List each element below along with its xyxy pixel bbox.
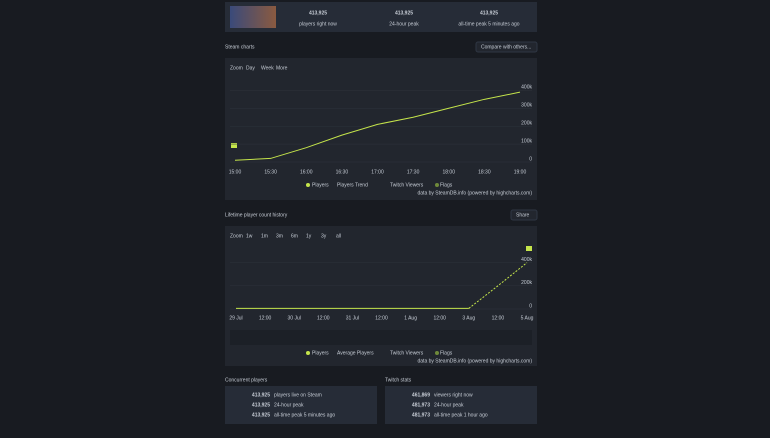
button[interactable]: Compare with others... bbox=[481, 44, 531, 50]
legend-item: Flags bbox=[440, 182, 453, 188]
zoom-option[interactable]: all bbox=[336, 233, 341, 239]
x-tick-label: 12:00 bbox=[317, 315, 330, 321]
stat-label: 24-hour peak bbox=[389, 21, 419, 27]
stat-value: 413,925 bbox=[252, 392, 270, 398]
legend-swatch bbox=[435, 351, 439, 355]
zoom-label: Zoom bbox=[230, 65, 243, 71]
x-tick-label: 16:00 bbox=[300, 169, 313, 175]
stat-value: 481,973 bbox=[412, 402, 430, 408]
zoom-option[interactable]: 6m bbox=[291, 233, 298, 239]
section-title: Steam charts bbox=[225, 44, 255, 50]
legend-item: Twitch Viewers bbox=[390, 350, 424, 356]
flag bbox=[526, 246, 532, 251]
stat-label: all-time peak 5 minutes ago bbox=[274, 412, 335, 418]
zoom-option[interactable]: More bbox=[276, 65, 288, 71]
game-image bbox=[230, 6, 276, 28]
stat-label: 24-hour peak bbox=[434, 402, 464, 408]
stats-panel bbox=[225, 386, 377, 424]
credit: data by SteamDB.info (powered by highcha… bbox=[418, 358, 533, 364]
y-tick-label: 200k bbox=[521, 280, 532, 286]
flag bbox=[231, 143, 237, 148]
credit: data by SteamDB.info (powered by highcha… bbox=[418, 190, 533, 196]
y-tick-label: 300k bbox=[521, 103, 532, 109]
zoom-option[interactable]: Week bbox=[261, 65, 274, 71]
stat-value: 413,925 bbox=[395, 10, 413, 16]
data-line bbox=[468, 262, 528, 309]
navigator bbox=[230, 330, 532, 345]
share-button[interactable] bbox=[510, 209, 538, 221]
compare-button[interactable] bbox=[475, 41, 538, 53]
y-tick-label: 400k bbox=[521, 257, 532, 263]
data-line bbox=[234, 91, 521, 161]
zoom-option[interactable]: 3m bbox=[276, 233, 283, 239]
legend-swatch bbox=[435, 183, 439, 187]
stat-label: players live on Steam bbox=[274, 392, 322, 398]
stat-value: 461,869 bbox=[412, 392, 430, 398]
y-tick-label: 0 bbox=[529, 156, 532, 162]
legend-item: Twitch Viewers bbox=[390, 182, 424, 188]
stat-value: 481,973 bbox=[412, 412, 430, 418]
x-tick-label: 30 Jul bbox=[288, 315, 301, 321]
x-tick-label: 17:00 bbox=[371, 169, 384, 175]
stat-value: 413,925 bbox=[309, 10, 327, 16]
x-tick-label: 3 Aug bbox=[462, 315, 475, 321]
zoom-label: Zoom bbox=[230, 233, 243, 239]
stats-panel bbox=[385, 386, 537, 424]
y-tick-label: 400k bbox=[521, 85, 532, 91]
header-bar bbox=[225, 2, 537, 32]
stat-value: 413,925 bbox=[252, 402, 270, 408]
x-tick-label: 12:00 bbox=[492, 315, 505, 321]
x-tick-label: 15:30 bbox=[264, 169, 277, 175]
stat-label: players right now bbox=[299, 21, 337, 27]
zoom-option[interactable]: 1y bbox=[306, 233, 312, 239]
legend-item: Flags bbox=[440, 350, 453, 356]
section-title: Lifetime player count history bbox=[225, 212, 288, 218]
x-tick-label: 16:30 bbox=[336, 169, 349, 175]
stat-label: viewers right now bbox=[434, 392, 473, 398]
y-tick-label: 100k bbox=[521, 138, 532, 144]
button[interactable]: Share bbox=[516, 212, 530, 218]
stat-value: 413,925 bbox=[480, 10, 498, 16]
x-tick-label: 15:00 bbox=[229, 169, 242, 175]
legend-item: Players Trend bbox=[337, 182, 368, 188]
stat-label: 24-hour peak bbox=[274, 402, 304, 408]
stat-label: all-time peak 5 minutes ago bbox=[458, 21, 519, 27]
x-tick-label: 31 Jul bbox=[346, 315, 359, 321]
stat-value: 413,925 bbox=[252, 412, 270, 418]
zoom-option[interactable]: 1m bbox=[261, 233, 268, 239]
x-tick-label: 5 Aug bbox=[521, 315, 534, 321]
legend-swatch bbox=[306, 183, 310, 187]
x-tick-label: 17:30 bbox=[407, 169, 420, 175]
y-tick-label: 0 bbox=[529, 303, 532, 309]
zoom-option[interactable]: Day bbox=[246, 65, 255, 71]
legend-item: Average Players bbox=[337, 350, 374, 356]
x-tick-label: 18:30 bbox=[478, 169, 491, 175]
section-title: Concurrent players bbox=[225, 377, 268, 383]
x-tick-label: 12:00 bbox=[375, 315, 388, 321]
zoom-option[interactable]: 3y bbox=[321, 233, 327, 239]
x-tick-label: 18:00 bbox=[442, 169, 455, 175]
x-tick-label: 12:00 bbox=[433, 315, 446, 321]
stat-label: all-time peak 1 hour ago bbox=[434, 412, 488, 418]
x-tick-label: 12:00 bbox=[259, 315, 272, 321]
chart-panel bbox=[225, 58, 537, 200]
legend-item: Players bbox=[312, 350, 329, 356]
legend-item: Players bbox=[312, 182, 329, 188]
legend-swatch bbox=[306, 351, 310, 355]
x-tick-label: 19:00 bbox=[514, 169, 527, 175]
section-title: Twitch stats bbox=[385, 377, 412, 383]
x-tick-label: 1 Aug bbox=[404, 315, 417, 321]
x-tick-label: 29 Jul bbox=[229, 315, 242, 321]
y-tick-label: 200k bbox=[521, 121, 532, 127]
zoom-option[interactable]: 1w bbox=[246, 233, 253, 239]
